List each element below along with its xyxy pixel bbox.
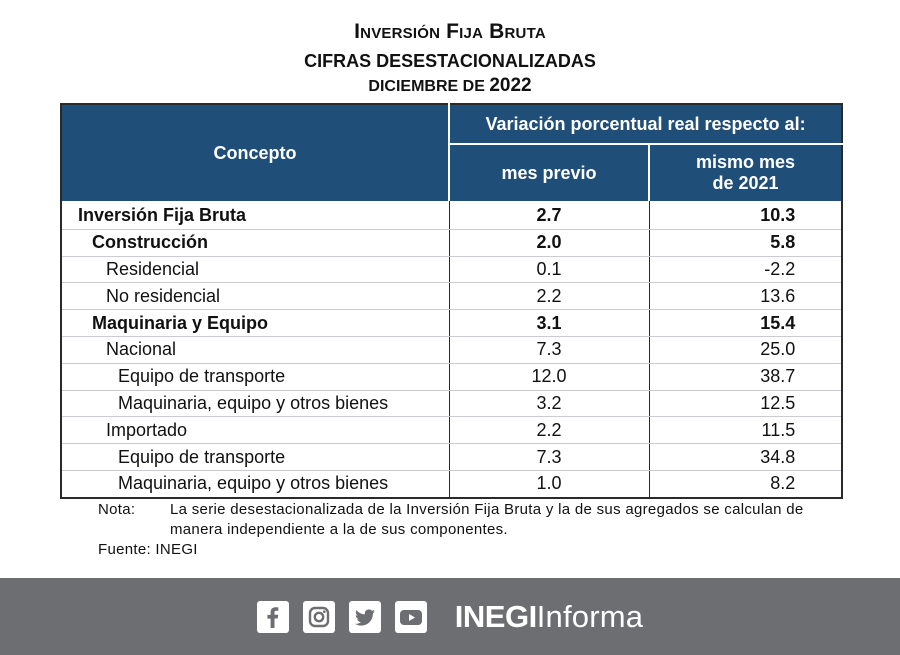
table-row: Equipo de transporte 12.0 38.7 xyxy=(61,363,842,391)
cell-same-month: 38.7 xyxy=(648,363,842,391)
row-label: Construcción xyxy=(61,229,449,257)
cell-previous-month: 1.0 xyxy=(448,470,649,499)
row-label: Inversión Fija Bruta xyxy=(61,201,449,230)
cell-previous-month: 3.1 xyxy=(448,309,649,337)
cell-previous-month: 3.2 xyxy=(448,390,649,418)
cell-same-month: 15.4 xyxy=(648,309,842,337)
value: 12.5 xyxy=(760,392,796,413)
header-same-month-line2: de 2021 xyxy=(712,173,779,193)
note-row: Nota: La serie desestacionalizada de la … xyxy=(98,500,838,540)
header-concept: Concepto xyxy=(61,104,450,201)
report-title: Inversión Fija Bruta xyxy=(354,20,546,43)
note-label: Nota: xyxy=(98,501,136,518)
header-previous-month: mes previo xyxy=(449,144,650,201)
cell-previous-month: 2.2 xyxy=(448,282,649,311)
youtube-icon[interactable] xyxy=(394,600,427,633)
table-row: Equipo de transporte 7.3 34.8 xyxy=(61,443,842,471)
value: 15.4 xyxy=(760,312,796,333)
cell-previous-month: 2.2 xyxy=(448,416,649,445)
row-label: Maquinaria y Equipo xyxy=(61,309,449,337)
table-row: Residencial 0.1 -2.2 xyxy=(61,256,842,284)
row-label: Importado xyxy=(61,416,449,445)
instagram-icon[interactable] xyxy=(302,600,335,633)
report-subtitle: CIFRAS DESESTACIONALIZADAS xyxy=(304,51,596,71)
table-row: Construcción 2.0 5.8 xyxy=(61,229,842,257)
cell-same-month: 13.6 xyxy=(648,282,842,311)
period-month: DICIEMBRE DE xyxy=(368,78,485,95)
row-label: Maquinaria, equipo y otros bienes xyxy=(61,390,449,418)
table-row: Importado 2.2 11.5 xyxy=(61,416,842,445)
facebook-icon[interactable] xyxy=(256,600,289,633)
twitter-icon[interactable] xyxy=(348,600,381,633)
cell-same-month: 10.3 xyxy=(648,201,842,230)
footer-bar: INEGIInforma xyxy=(0,578,900,655)
table-row: No residencial 2.2 13.6 xyxy=(61,282,842,311)
table-notes: Nota: La serie desestacionalizada de la … xyxy=(98,500,838,560)
cell-same-month: 25.0 xyxy=(648,336,842,364)
brand-bold: INEGI xyxy=(454,598,537,634)
row-label: Nacional xyxy=(61,336,449,364)
value: 25.0 xyxy=(760,339,796,360)
report-period: DICIEMBRE DE 2022 xyxy=(0,74,900,99)
header-variation: Variación porcentual real respecto al: xyxy=(449,104,842,145)
cell-previous-month: 2.0 xyxy=(448,229,649,257)
cell-previous-month: 2.7 xyxy=(448,201,649,230)
table-row: Maquinaria, equipo y otros bienes 1.0 8.… xyxy=(61,470,842,499)
brand-light: Informa xyxy=(536,598,644,634)
source-text: Fuente: INEGI xyxy=(98,541,198,558)
cell-previous-month: 0.1 xyxy=(448,256,649,284)
value: 11.5 xyxy=(761,419,796,440)
header-same-month: mismo mes de 2021 xyxy=(649,144,842,201)
header-same-month-line1: mismo mes xyxy=(695,152,796,172)
cell-previous-month: 12.0 xyxy=(448,363,649,391)
investment-table: Concepto Variación porcentual real respe… xyxy=(60,103,843,499)
row-label: No residencial xyxy=(61,282,449,311)
value: 10.3 xyxy=(760,205,796,226)
table-row: Maquinaria y Equipo 3.1 15.4 xyxy=(61,309,842,337)
table-row: Maquinaria, equipo y otros bienes 3.2 12… xyxy=(61,390,842,418)
row-label: Residencial xyxy=(61,256,449,284)
cell-same-month: -2.2 xyxy=(648,256,842,284)
cell-same-month: 5.8 xyxy=(648,229,842,257)
cell-same-month: 12.5 xyxy=(648,390,842,418)
cell-same-month: 8.2 xyxy=(648,470,842,499)
cell-previous-month: 7.3 xyxy=(448,443,649,471)
value: 38.7 xyxy=(760,366,796,387)
note-text: La serie desestacionalizada de la Invers… xyxy=(170,501,804,538)
value: -2.2 xyxy=(764,258,796,279)
table-row: Nacional 7.3 25.0 xyxy=(61,336,842,364)
period-year: 2022 xyxy=(489,75,532,96)
row-label: Equipo de transporte xyxy=(61,443,449,471)
value: 34.8 xyxy=(760,446,796,467)
cell-previous-month: 7.3 xyxy=(448,336,649,364)
value: 5.8 xyxy=(770,232,796,253)
table-row: Inversión Fija Bruta 2.7 10.3 xyxy=(61,201,842,230)
cell-same-month: 34.8 xyxy=(648,443,842,471)
value: 8.2 xyxy=(770,473,796,494)
inegi-informa-logo: INEGIInforma xyxy=(455,599,643,635)
report-header: Inversión Fija Bruta CIFRAS DESESTACIONA… xyxy=(0,18,900,99)
cell-same-month: 11.5 xyxy=(648,416,842,445)
row-label: Maquinaria, equipo y otros bienes xyxy=(61,470,449,499)
row-label: Equipo de transporte xyxy=(61,363,449,391)
value: 13.6 xyxy=(760,285,796,306)
